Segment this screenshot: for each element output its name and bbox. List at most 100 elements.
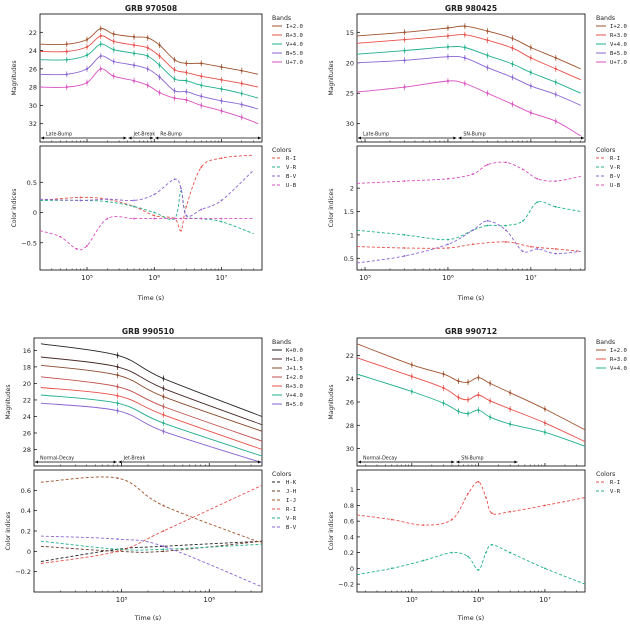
- top-series-group: [357, 343, 585, 447]
- legend-label-j-1-5: J+1.5: [286, 366, 303, 372]
- data-point-u-b: [153, 217, 156, 220]
- data-point-v-r: [153, 211, 156, 214]
- data-point-v-r: [106, 200, 109, 203]
- data-point-v-4-0: [99, 43, 102, 46]
- data-point-u-b: [471, 173, 474, 175]
- data-point-j-1-5: [162, 395, 165, 398]
- series-line-v-r: [357, 544, 585, 585]
- bottom-ytick-label: 0.4: [21, 507, 31, 515]
- data-point-v-4-0: [466, 412, 470, 415]
- data-point-v-4-0: [486, 54, 489, 57]
- data-point-r-3-0: [554, 67, 557, 70]
- legend-label-k-0-0: K+0.0: [286, 348, 303, 354]
- data-point-r-3-0: [185, 71, 188, 74]
- data-point-r-3-0: [543, 421, 547, 425]
- data-point-r-i: [390, 518, 393, 521]
- top-ytick-label: 26: [23, 429, 31, 437]
- phase-arrowhead-left: [41, 136, 44, 140]
- data-point-v-r: [554, 205, 557, 208]
- data-point-b-5-0: [65, 73, 68, 76]
- data-point-v-r: [422, 559, 425, 562]
- data-point-r-3-0: [466, 398, 470, 401]
- data-point-r-i: [180, 229, 182, 232]
- legend-label-i-2-0: I+2.0: [610, 24, 627, 30]
- data-point-b-v: [162, 545, 165, 548]
- data-point-i-2-0: [442, 372, 445, 376]
- legend-label-u-7-0: U+7.0: [286, 60, 303, 66]
- data-point-i-2-0: [85, 38, 89, 41]
- x-axis-label: Time (s): [137, 294, 164, 302]
- data-point-i-2-0: [446, 26, 450, 30]
- top-ylabel: Magnitudes: [328, 385, 335, 420]
- data-point-i-j: [162, 504, 165, 507]
- data-point-v-r: [116, 548, 119, 551]
- phase-arrowhead-right: [123, 136, 127, 140]
- phase-arrowhead-left: [35, 460, 38, 464]
- data-point-r-3-0: [85, 45, 89, 49]
- legend-label-h-k: H-K: [286, 480, 297, 486]
- data-point-v-r: [467, 555, 469, 558]
- xtick-label: 10⁷: [539, 596, 551, 604]
- series-line-i-j: [40, 476, 262, 544]
- top-ytick-label: 30: [346, 445, 354, 453]
- data-point-u-b: [200, 217, 203, 220]
- bottom-ytick-label: −0.2: [15, 568, 31, 576]
- top-axes-frame: [356, 13, 586, 143]
- data-point-r-i: [447, 247, 449, 249]
- data-point-b-5-0: [529, 84, 532, 88]
- data-point-b-5-0: [220, 99, 223, 102]
- legend-label-r-i: R-I: [610, 156, 620, 162]
- series-line-b-5-0: [357, 55, 581, 106]
- data-point-v-r: [521, 219, 524, 222]
- bottom-ylabel: Color indices: [328, 512, 335, 551]
- data-point-u-7-0: [463, 82, 466, 85]
- chart-title: GRB 970508: [125, 4, 177, 13]
- top-ylabel: Magnitudes: [11, 61, 18, 96]
- series-line-j-1-5: [40, 364, 262, 432]
- xtick-label: 10⁵: [359, 274, 371, 282]
- data-point-b-5-0: [463, 56, 466, 59]
- data-point-i-2-0: [173, 58, 176, 61]
- data-point-b-v: [403, 255, 406, 257]
- data-point-r-3-0: [463, 33, 466, 36]
- data-point-v-r: [220, 220, 223, 223]
- data-point-r-3-0: [220, 78, 223, 81]
- data-point-b-5-0: [185, 90, 188, 93]
- data-point-u-b: [133, 217, 135, 220]
- data-point-b-v: [153, 193, 156, 196]
- data-point-r-i: [116, 550, 119, 553]
- data-point-v-r: [390, 567, 393, 570]
- top-ylabel: Magnitudes: [328, 61, 335, 96]
- phase-label-normal-decay: Normal-Decay: [40, 456, 74, 462]
- data-point-r-i: [79, 196, 82, 199]
- data-point-v-4-0: [185, 79, 188, 82]
- data-point-v-4-0: [162, 421, 165, 425]
- legend-label-j-h: J-H: [286, 489, 296, 495]
- data-point-b-v: [133, 199, 135, 202]
- top-ytick-label: 28: [29, 84, 37, 92]
- data-point-b-v: [200, 208, 203, 211]
- data-point-u-b: [106, 217, 109, 220]
- data-point-v-4-0: [457, 410, 460, 413]
- data-point-r-i: [554, 248, 557, 250]
- data-point-b-v: [521, 250, 524, 253]
- legend-label-v-r: V-R: [286, 516, 297, 522]
- top-ytick-label: 18: [23, 363, 31, 371]
- data-point-r-3-0: [511, 47, 514, 50]
- phase-arrowhead-right: [514, 460, 518, 464]
- data-point-v-4-0: [65, 58, 68, 61]
- bottom-axes-frame: [356, 469, 586, 593]
- data-point-v-4-0: [146, 54, 149, 58]
- data-point-b-5-0: [446, 55, 450, 58]
- legend-label-b-5-0: B+5.0: [286, 402, 303, 408]
- series-line-j-h: [40, 540, 262, 553]
- data-point-v-4-0: [173, 77, 176, 81]
- phase-arrowhead-left: [458, 136, 462, 140]
- data-point-b-v: [106, 198, 109, 201]
- data-point-r-i: [185, 205, 188, 208]
- top-ytick-label: 20: [346, 59, 354, 67]
- data-point-u-7-0: [65, 86, 68, 89]
- data-point-b-v: [504, 229, 507, 232]
- x-axis-label: Time (s): [457, 294, 484, 302]
- data-point-i-2-0: [185, 62, 188, 65]
